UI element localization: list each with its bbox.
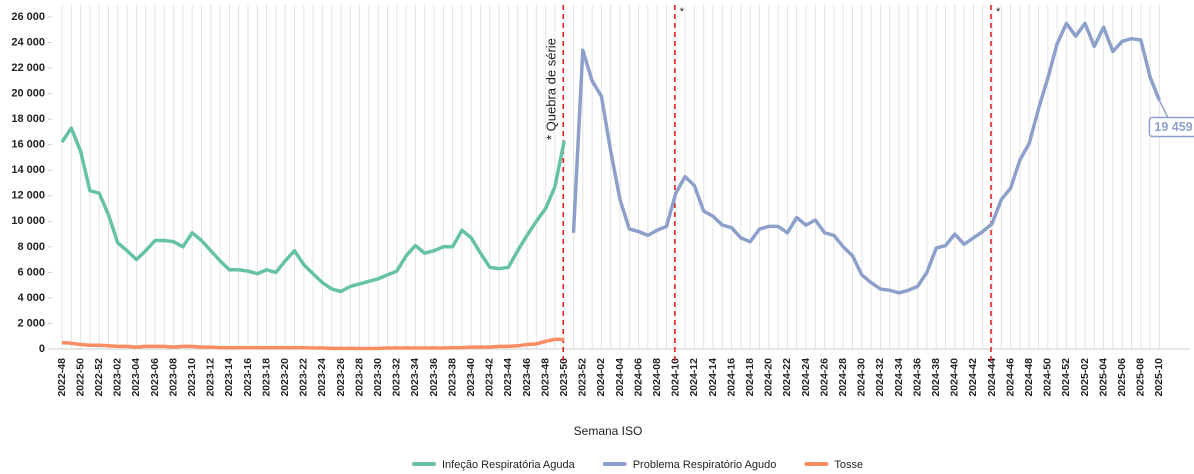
x-tick-label: 2023-44 [502, 358, 514, 397]
x-tick-label: 2024-40 [949, 358, 961, 397]
x-tick-label: 2024-50 [1042, 358, 1054, 397]
x-tick-label: 2025-10 [1153, 358, 1165, 397]
y-tick-label: 4 000 [17, 292, 45, 304]
annotation: * [680, 6, 685, 18]
x-tick-label: 2024-16 [725, 358, 737, 397]
x-tick-label: 2023-20 [279, 358, 291, 397]
x-tick-label: 2023-46 [521, 358, 533, 397]
x-tick-label: 2024-46 [1004, 358, 1016, 397]
x-tick-label: 2024-20 [763, 358, 775, 397]
x-tick-label: 2022-48 [56, 358, 68, 397]
legend-label: Tosse [834, 459, 863, 471]
x-axis-label: Semana ISO [574, 424, 643, 438]
x-tick-label: 2022-50 [74, 358, 86, 397]
y-tick-label: 20 000 [11, 88, 45, 100]
x-tick-label: 2024-36 [911, 358, 923, 397]
legend-label: Problema Respiratório Agudo [633, 459, 777, 471]
y-tick-label: 6 000 [17, 266, 45, 278]
x-tick-label: 2023-30 [372, 358, 384, 397]
x-tick-label: 2023-32 [391, 358, 403, 397]
x-tick-label: 2025-06 [1116, 358, 1128, 397]
x-tick-label: 2024-38 [930, 358, 942, 397]
y-tick-label: 0 [39, 343, 45, 355]
x-tick-label: 2023-18 [260, 358, 272, 397]
x-tick-label: 2023-38 [446, 358, 458, 397]
x-tick-label: 2023-12 [205, 358, 217, 397]
annotation: * Quebra de série [544, 38, 559, 140]
x-tick-label: 2024-08 [651, 358, 663, 397]
x-tick-label: 2024-22 [781, 358, 793, 397]
x-tick-label: 2023-42 [484, 358, 496, 397]
x-tick-label: 2023-24 [316, 358, 328, 397]
x-tick-label: 2023-34 [409, 358, 421, 397]
x-tick-label: 2024-28 [837, 358, 849, 397]
annotation: * [996, 6, 1001, 18]
x-tick-label: 2024-12 [688, 358, 700, 397]
x-tick-label: 2024-44 [986, 358, 998, 397]
x-tick-label: 2025-02 [1079, 358, 1091, 397]
x-tick-label: 2024-14 [707, 358, 719, 397]
y-tick-label: 22 000 [11, 62, 45, 74]
y-tick-label: 16 000 [11, 139, 45, 151]
x-tick-label: 2024-48 [1023, 358, 1035, 397]
x-tick-label: 2024-06 [632, 358, 644, 397]
y-tick-label: 10 000 [11, 215, 45, 227]
series-line [60, 126, 566, 294]
x-tick-label: 2024-42 [967, 358, 979, 397]
x-tick-label: 2024-10 [670, 358, 682, 397]
x-tick-label: 2023-48 [539, 358, 551, 397]
series-line [571, 21, 1162, 295]
x-tick-label: 2023-10 [186, 358, 198, 397]
x-tick-label: 2025-04 [1097, 358, 1109, 397]
x-tick-label: 2024-18 [744, 358, 756, 397]
y-tick-label: 12 000 [11, 190, 45, 202]
y-tick-label: 18 000 [11, 113, 45, 125]
x-tick-label: 2023-36 [428, 358, 440, 397]
x-tick-label: 2023-22 [298, 358, 310, 397]
x-tick-label: 2023-52 [577, 358, 589, 397]
x-tick-label: 2023-14 [223, 358, 235, 397]
x-tick-label: 2023-26 [335, 358, 347, 397]
x-tick-label: 2024-30 [856, 358, 868, 397]
value-label: 19 459 [1154, 120, 1192, 134]
x-tick-label: 2024-34 [893, 358, 905, 397]
legend: Infeção Respiratória Aguda Problema Respi… [412, 459, 863, 471]
x-tick-label: 2024-02 [595, 358, 607, 397]
y-tick-label: 24 000 [11, 36, 45, 48]
x-tick-label: 2023-40 [465, 358, 477, 397]
x-tick-label: 2023-08 [167, 358, 179, 397]
x-tick-label: 2023-02 [112, 358, 124, 397]
x-tick-label: 2023-06 [149, 358, 161, 397]
y-tick-label: 14 000 [11, 164, 45, 176]
x-tick-label: 2022-52 [93, 358, 105, 397]
y-tick-label: 8 000 [17, 241, 45, 253]
y-tick-label: 26 000 [11, 11, 45, 23]
x-tick-label: 2023-50 [558, 358, 570, 397]
series-line [61, 337, 565, 351]
value-label-box [1148, 116, 1194, 138]
x-tick-label: 2024-24 [800, 358, 812, 397]
x-tick-label: 2024-04 [614, 358, 626, 397]
x-tick-label: 2023-04 [130, 358, 142, 397]
x-tick-label: 2023-28 [353, 358, 365, 397]
x-tick-label: 2024-52 [1060, 358, 1072, 397]
x-tick-label: 2023-16 [242, 358, 254, 397]
x-tick-label: 2024-32 [874, 358, 886, 397]
x-tick-label: 2025-08 [1135, 358, 1147, 397]
x-tick-label: 2024-26 [818, 358, 830, 397]
legend-label: Infeção Respiratória Aguda [442, 459, 576, 471]
y-tick-label: 2 000 [17, 317, 45, 329]
